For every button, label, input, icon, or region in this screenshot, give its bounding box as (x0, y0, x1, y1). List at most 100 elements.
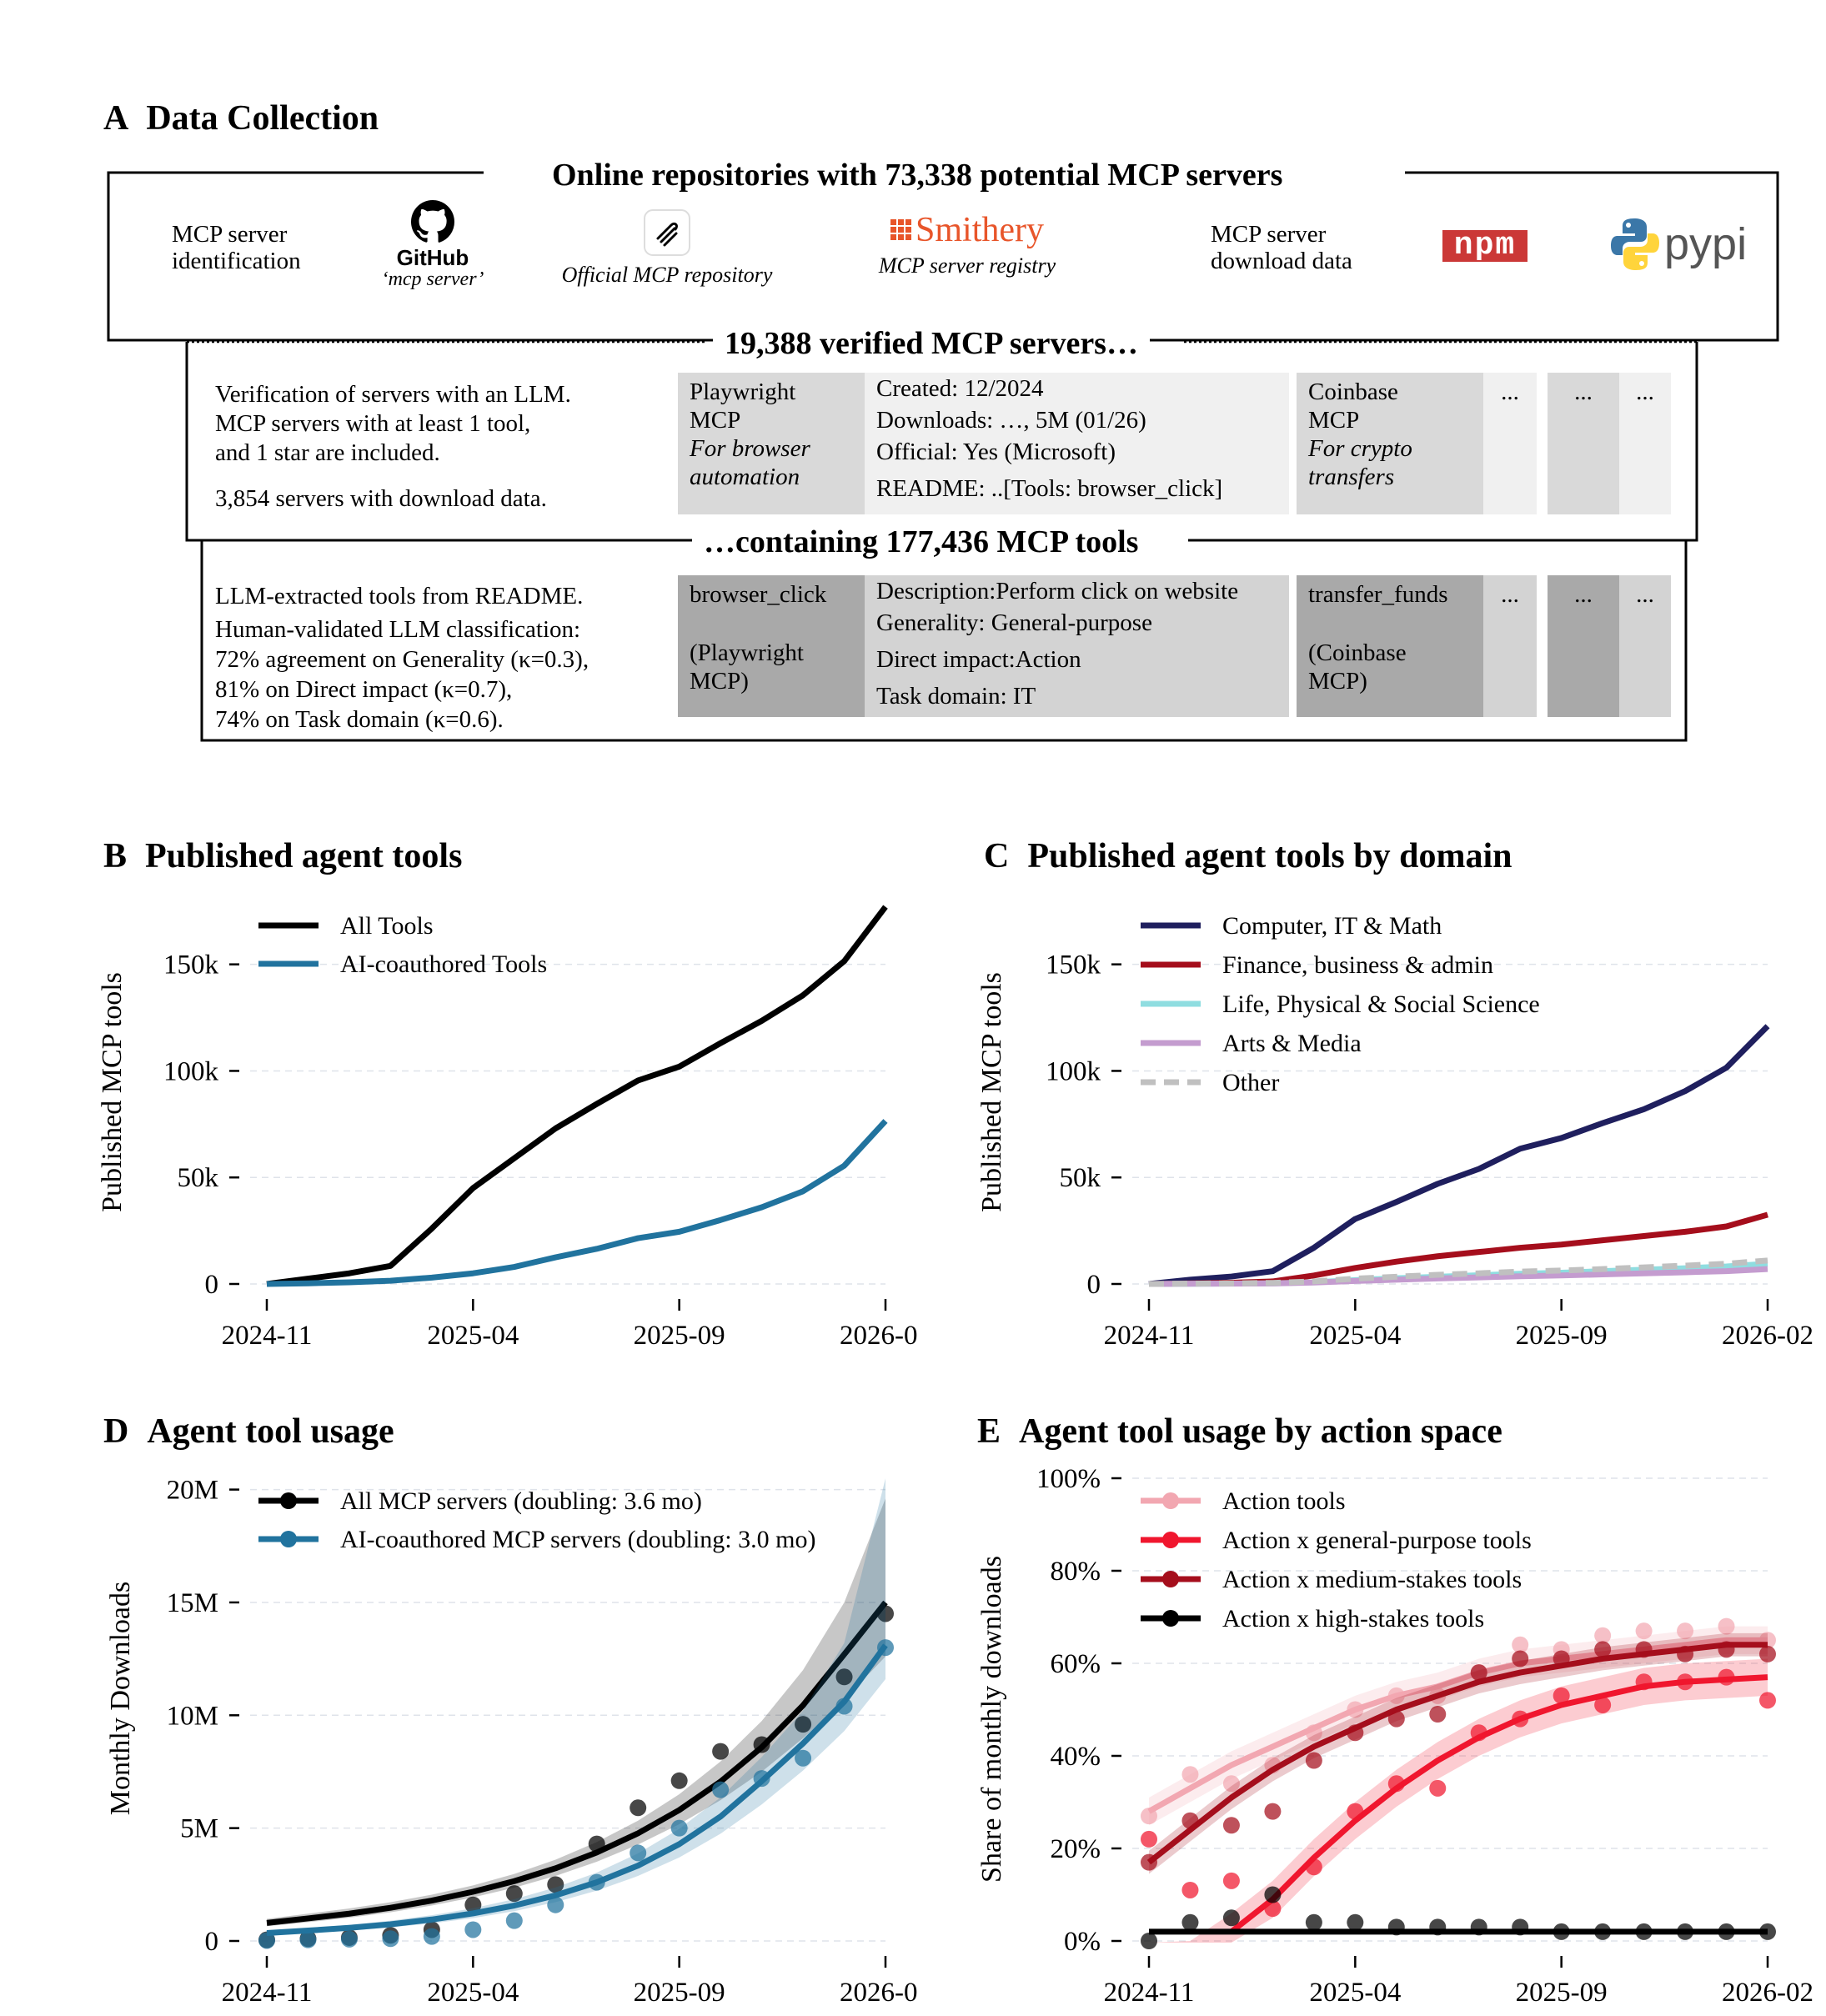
tool2-name-cell: transfer_funds (Coinbase MCP) (1297, 575, 1483, 717)
panel-e-series-3-point (1141, 1933, 1157, 1949)
panel-e-ylabel: Share of monthly downloads (976, 1556, 1007, 1883)
panel-c-legend-label: Life, Physical & Social Science (1222, 990, 1540, 1018)
panel-e-ytick-label: 20% (1051, 1834, 1101, 1864)
server2-desc-line-1: For crypto (1308, 435, 1412, 462)
python-icon (1611, 218, 1659, 270)
panel-e-series-1-point (1677, 1673, 1694, 1691)
panel-c-chart: C Published agent tools by domain Publishe… (976, 837, 1813, 1351)
panel-d-series-0-fit-line (266, 1600, 888, 1926)
server3-name-cell: ... (1548, 373, 1619, 514)
panel-e-series-2-point (1181, 1812, 1199, 1829)
identification-label-line-1: MCP server (172, 221, 288, 248)
panel-e-series-1-point (1141, 1830, 1157, 1848)
server2-name-line-1: Coinbase (1308, 379, 1398, 405)
panel-e-series-0-fit-line (1147, 1637, 1768, 1814)
smithery-wordmark: Smithery (916, 211, 1044, 249)
panel-d-legend-marker (280, 1531, 297, 1547)
npm-logo: npm (1442, 230, 1528, 262)
panel-e-series-0-point (1305, 1724, 1322, 1742)
tool3-details-ellipsis: ... (1636, 581, 1654, 608)
panel-d-xtick-label: 2025-04 (427, 1978, 519, 2008)
download-label: MCP server download data (1211, 221, 1352, 274)
panel-d-series-1-point (464, 1921, 482, 1938)
panel-d-ytick-label: 5M (180, 1814, 218, 1844)
server3-details-ellipsis: ... (1636, 379, 1654, 405)
panel-e-series-0-point (1347, 1701, 1364, 1718)
server2-desc-line-2: transfers (1308, 464, 1395, 490)
smithery-logo: Smithery (859, 210, 1076, 250)
panel-e-series-0-point (1181, 1766, 1199, 1783)
panel-c-legend-label: Arts & Media (1222, 1030, 1362, 1057)
server2-details-ellipsis: ... (1501, 379, 1519, 405)
panel-d-legend-label: AI-coauthored MCP servers (doubling: 3.0… (340, 1526, 815, 1553)
server3-details-cell: ... (1619, 373, 1671, 514)
repository-header: Online repositories with 73,338 potentia… (540, 157, 1295, 193)
verification-line-1: Verification of servers with an LLM. (215, 381, 571, 408)
tool1-name-cell: browser_click (Playwright MCP) (678, 575, 865, 717)
panel-e-series-3-point (1305, 1913, 1322, 1931)
panel-d-ylabel: Monthly Downloads (105, 1582, 136, 1816)
server3-name-ellipsis: ... (1574, 379, 1593, 405)
panel-e-series-2-point (1305, 1752, 1322, 1769)
panel-e-series-2-point (1264, 1803, 1282, 1820)
panel-e-xtick-label: 2024-11 (1104, 1978, 1195, 2008)
panel-e-series-3-point (1677, 1923, 1694, 1940)
panel-e-legend-label: Action x general-purpose tools (1222, 1527, 1532, 1554)
panel-d-series-0-point (877, 1605, 894, 1622)
server1-official: Official: Yes (Microsoft) (876, 439, 1116, 465)
panel-e-legend-marker (1162, 1571, 1179, 1587)
panel-e-xtick-label: 2026-02 (1722, 1978, 1813, 2008)
panel-e-series-1-point (1718, 1668, 1735, 1686)
panel-e-series-2-point (1141, 1853, 1157, 1871)
panel-e-series-3-point (1222, 1909, 1240, 1927)
tools-text-line-2: Human-validated LLM classification: (215, 616, 581, 643)
panel-c-xtick-label: 2026-02 (1722, 1321, 1813, 1351)
panel-d-series-1-point (630, 1844, 647, 1862)
panel-e-series-3-point (1512, 1918, 1529, 1936)
panel-d-ytick-label: 10M (167, 1701, 218, 1731)
panel-e-chart: E Agent tool usage by action space Share o… (976, 1412, 1813, 2008)
panel-e-series-2-point (1429, 1706, 1447, 1723)
panel-b-title: B Published agent tools (103, 837, 462, 875)
server1-created: Created: 12/2024 (876, 375, 1044, 402)
panel-b-legend-label: All Tools (340, 912, 434, 940)
tool1-server-line-1: (Playwright (690, 639, 804, 666)
server1-downloads: Downloads: …, 5M (01/26) (876, 407, 1146, 434)
panel-a-title: A Data Collection (103, 98, 379, 138)
panel-e-series-0-point (1718, 1617, 1735, 1635)
panel-c-xtick-label: 2025-04 (1309, 1321, 1401, 1351)
panel-e-legend-marker (1162, 1610, 1179, 1627)
panel-c-xtick-label: 2024-11 (1104, 1321, 1195, 1351)
panel-e-series-1-point (1429, 1779, 1447, 1797)
panel-e-series-1-point (1594, 1696, 1612, 1713)
panel-e-ytick-label: 60% (1051, 1649, 1101, 1679)
panel-d-series-0-point (505, 1885, 523, 1903)
smithery-caption: MCP server registry (878, 253, 1056, 278)
panel-e-xtick-label: 2025-04 (1309, 1978, 1401, 2008)
panel-c-legend-label: Computer, IT & Math (1222, 912, 1442, 940)
panel-d-series-1-point (423, 1928, 440, 1945)
panel-e-series-2-point (1512, 1650, 1529, 1667)
panel-e-series-3-point (1759, 1923, 1776, 1940)
panel-c-title-text: Published agent tools by domain (1027, 837, 1512, 875)
panel-c-ytick-label: 100k (1046, 1056, 1101, 1086)
server1-readme: README: ..[Tools: browser_click] (876, 475, 1223, 502)
panel-e-series-0-point (1512, 1636, 1529, 1653)
tool1-name: browser_click (690, 581, 827, 608)
server1-desc-line-1: For browser (690, 435, 810, 462)
panel-d-series-0-point (835, 1668, 853, 1686)
panel-e-series-0-point (1222, 1775, 1240, 1793)
panel-e-ytick-label: 40% (1051, 1742, 1101, 1772)
panel-b-ytick-label: 50k (178, 1163, 219, 1193)
panel-e-series-3-point (1470, 1918, 1487, 1936)
panel-e-series-3-point (1718, 1923, 1735, 1940)
pypi-logo: pypi (1609, 217, 1747, 272)
panel-e-ytick-label: 100% (1036, 1464, 1101, 1494)
panel-d-series-1-point (712, 1781, 730, 1798)
panel-d-series-1-point (795, 1749, 812, 1767)
panel-e-legend-label: Action tools (1222, 1487, 1346, 1515)
tools-text-line-5: 74% on Task domain (κ=0.6). (215, 706, 504, 733)
panel-e-series-1-point (1553, 1687, 1570, 1704)
npm-wordmark: npm (1453, 228, 1517, 263)
panel-e-series-2-point (1553, 1650, 1570, 1667)
